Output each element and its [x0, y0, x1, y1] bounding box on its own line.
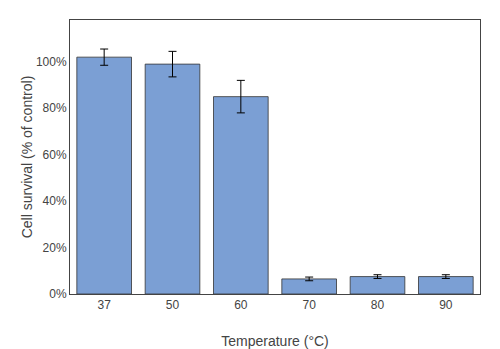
svg-text:100%: 100%: [36, 55, 67, 69]
svg-text:70: 70: [302, 298, 316, 312]
svg-text:60%: 60%: [43, 148, 67, 162]
svg-text:37: 37: [97, 298, 111, 312]
svg-text:50: 50: [166, 298, 180, 312]
svg-text:20%: 20%: [43, 241, 67, 255]
svg-text:60: 60: [234, 298, 248, 312]
svg-text:Temperature (°C): Temperature (°C): [221, 333, 329, 349]
svg-text:0%: 0%: [49, 287, 67, 301]
svg-text:80%: 80%: [43, 101, 67, 115]
svg-text:40%: 40%: [43, 194, 67, 208]
svg-text:90: 90: [439, 298, 453, 312]
svg-text:80: 80: [371, 298, 385, 312]
svg-text:Cell survival (% of control): Cell survival (% of control): [19, 76, 35, 239]
